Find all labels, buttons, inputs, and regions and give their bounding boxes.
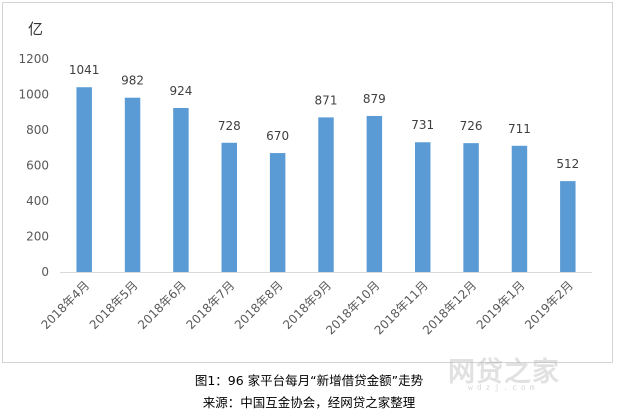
bar (269, 153, 286, 272)
x-tick-label: 2018年7月 (184, 278, 238, 332)
bar-chart: 亿 0 200 400 600 800 1000 1200 1041 982 924 728 670… (18, 20, 592, 337)
data-label: 731 (411, 118, 434, 132)
data-label: 924 (169, 84, 192, 98)
y-tick-label: 0 (41, 265, 49, 279)
x-tick-label: 2018年6月 (135, 278, 189, 332)
x-tick-label: 2018年4月 (38, 278, 92, 332)
x-tick-label: 2018年5月 (87, 278, 141, 332)
bar (221, 142, 238, 272)
bar (560, 181, 576, 272)
data-label: 726 (460, 119, 483, 133)
watermark-logo: 网贷之家 (448, 357, 560, 388)
bar (124, 97, 141, 272)
x-tick-label: 2018年8月 (232, 278, 286, 332)
figure-source: 来源：中国互金协会，经网贷之家整理 (202, 395, 416, 410)
data-label: 1041 (69, 63, 100, 77)
data-label: 512 (556, 157, 579, 171)
y-tick-label: 1000 (18, 88, 49, 102)
bar (414, 142, 431, 272)
y-tick-label: 400 (26, 194, 49, 208)
figure-caption: 图1：96 家平台每月“新增借贷金额”走势 (194, 373, 424, 388)
y-tick-label: 800 (26, 123, 49, 137)
bar (173, 107, 189, 273)
bar (318, 117, 334, 273)
data-label: 879 (363, 92, 386, 106)
y-axis-unit-label: 亿 (28, 20, 43, 38)
data-label: 728 (218, 119, 241, 133)
bar (76, 87, 92, 272)
bar (366, 115, 383, 272)
y-tick-label: 1200 (18, 52, 49, 66)
data-label: 982 (121, 74, 144, 88)
chart-frame (2, 2, 613, 363)
y-axis: 0 200 400 600 800 1000 1200 (18, 52, 49, 279)
bar (463, 143, 479, 272)
x-axis: 2018年4月2018年5月2018年6月2018年7月2018年8月2018年… (38, 272, 592, 337)
bars: 1041 982 924 728 670 871 879 731 726 711 512 (69, 63, 579, 273)
y-tick-label: 600 (26, 159, 49, 173)
y-tick-label: 200 (26, 230, 49, 244)
data-label: 711 (508, 122, 531, 136)
bar (511, 145, 528, 272)
x-tick-label: 2019年2月 (522, 278, 576, 332)
x-tick-label: 2019年1月 (474, 278, 528, 332)
watermark-url: wdzj.com (468, 383, 539, 392)
data-label: 871 (315, 93, 338, 107)
data-label: 670 (266, 129, 289, 143)
